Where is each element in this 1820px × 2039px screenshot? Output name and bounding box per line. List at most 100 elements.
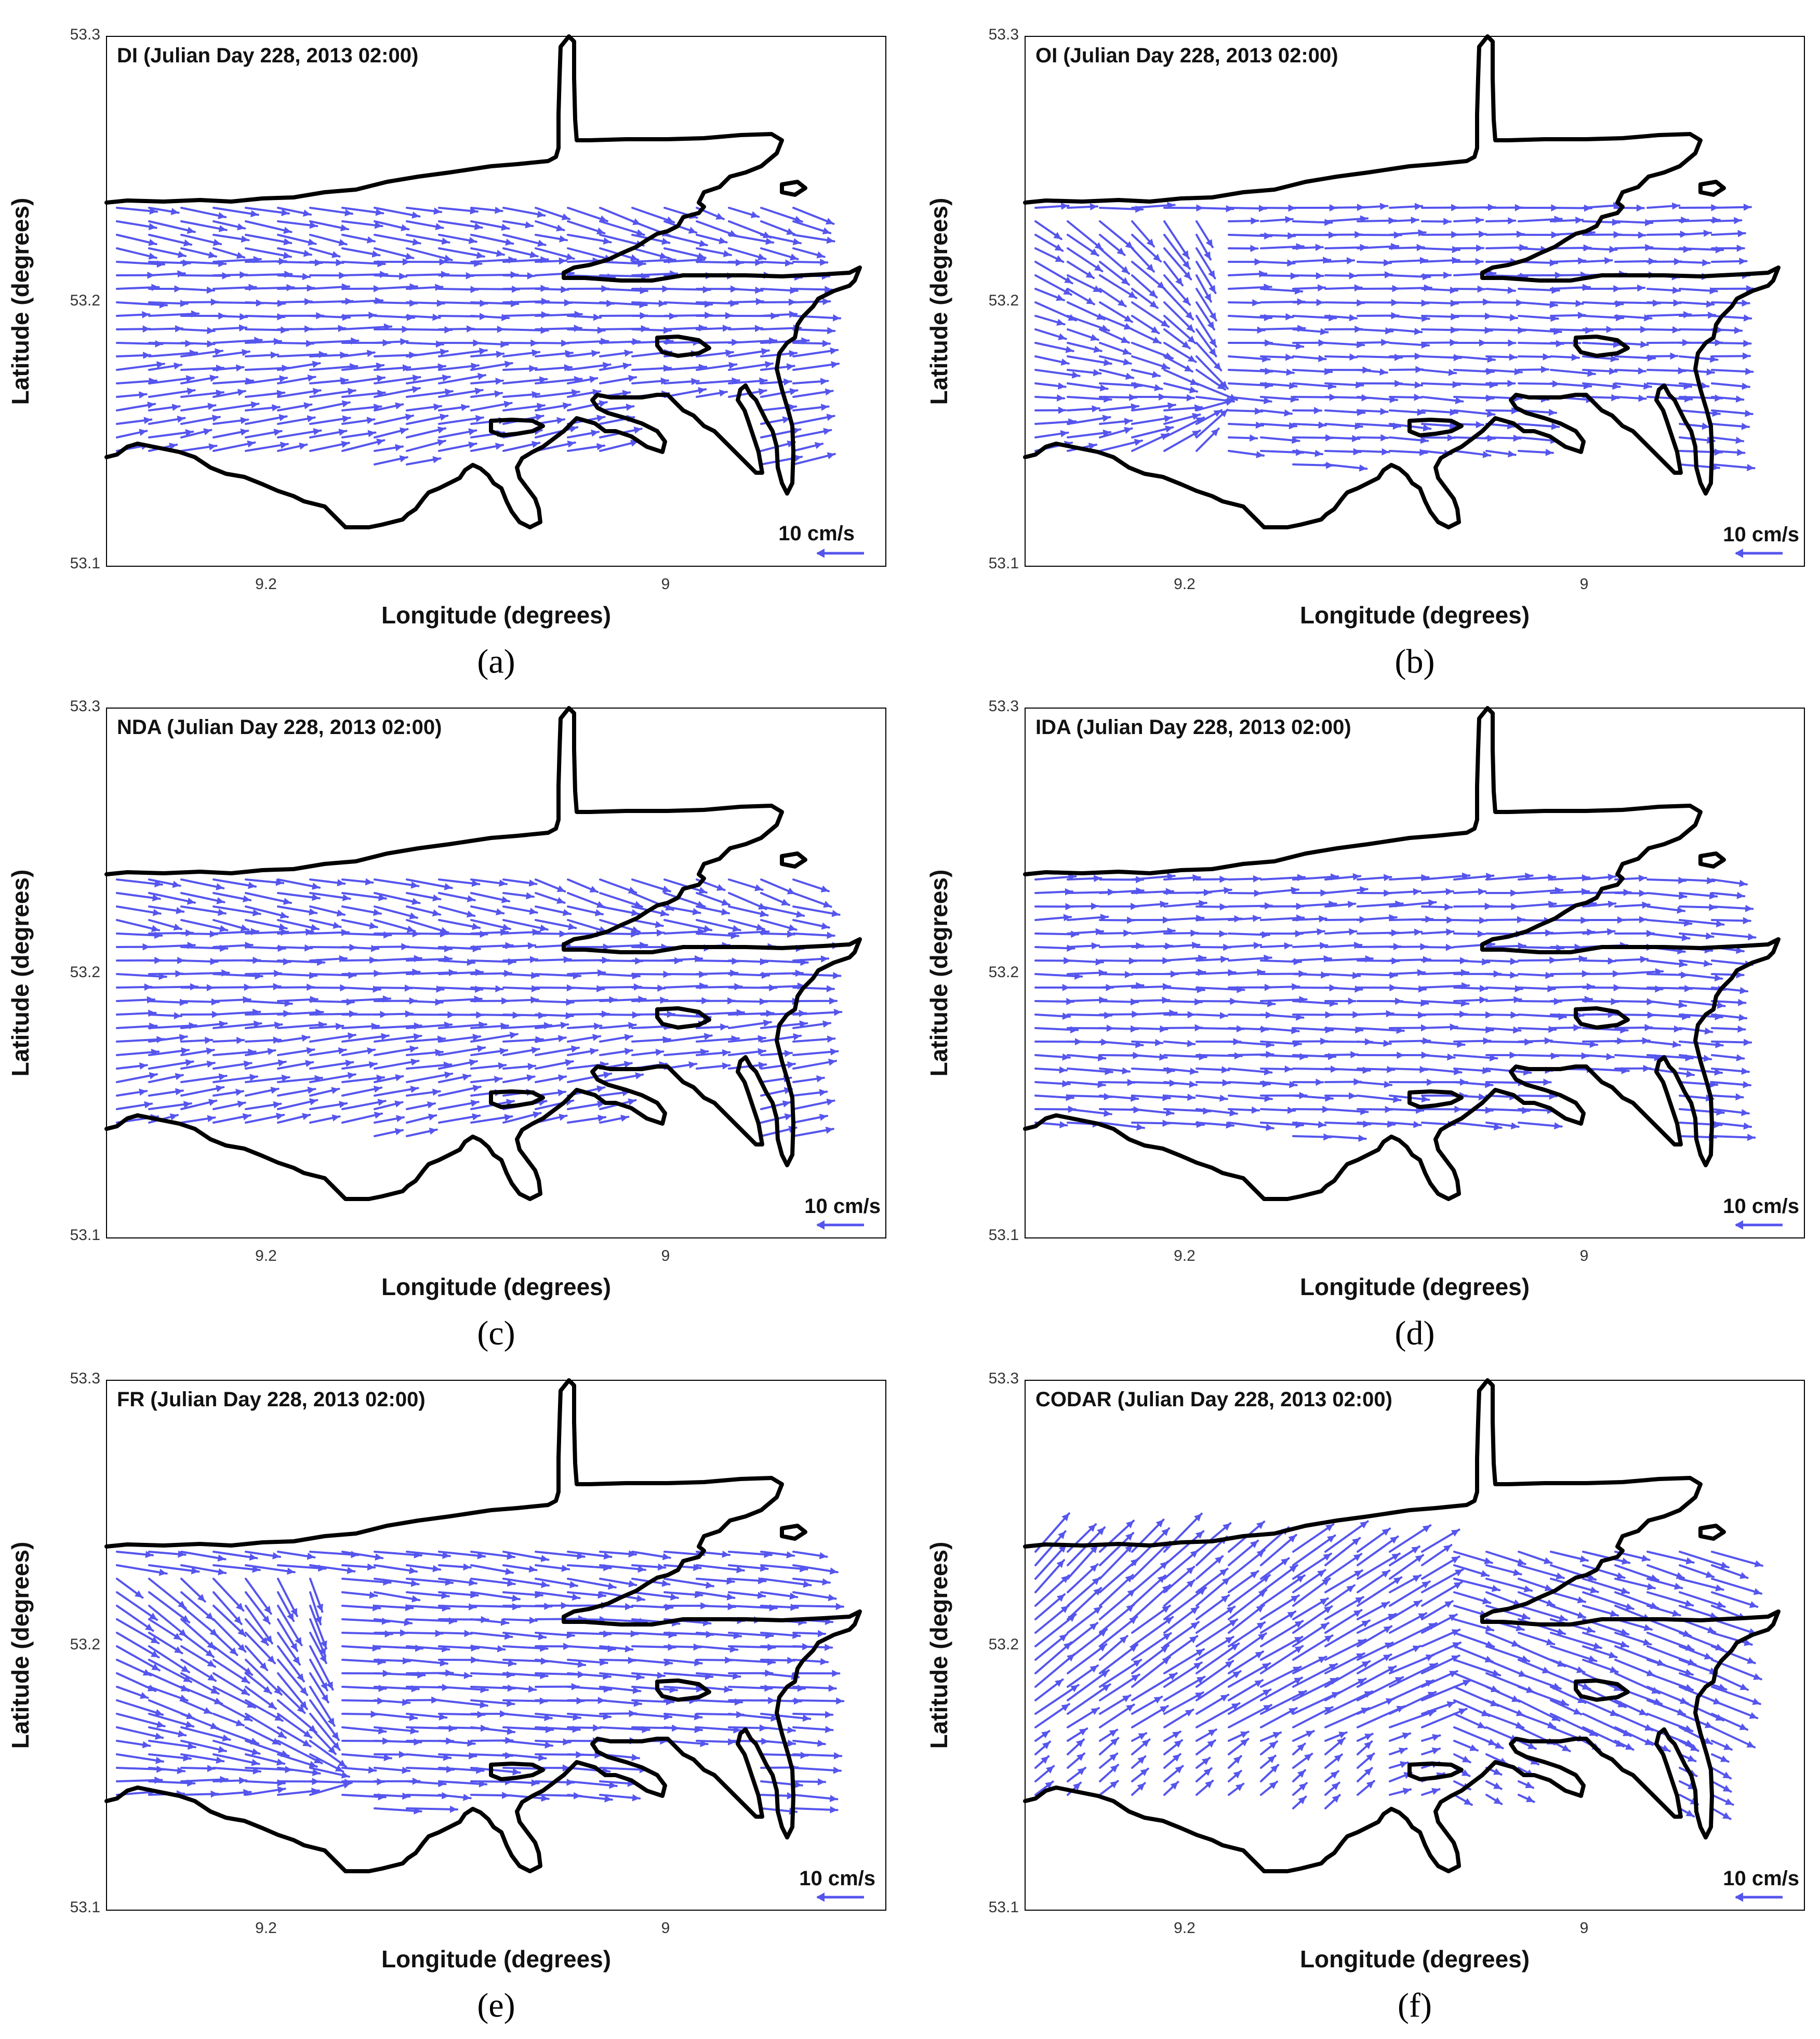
vector-arrowhead xyxy=(1320,328,1328,336)
scale-bar: 10 cm/s xyxy=(804,1195,881,1230)
vector-arrowhead xyxy=(1734,217,1742,224)
vector-arrow xyxy=(728,1713,779,1720)
vector-arrowhead xyxy=(1102,429,1111,437)
vector-arrowhead xyxy=(1493,1782,1502,1789)
vector-arrowhead xyxy=(240,924,249,931)
vector-arrowhead xyxy=(1121,277,1129,285)
vector-arrowhead xyxy=(1446,916,1454,924)
vector-arrowhead xyxy=(1220,955,1228,963)
vector-arrowhead xyxy=(149,1612,157,1620)
vector-arrowhead xyxy=(1094,874,1101,882)
vector-arrowhead xyxy=(829,1795,838,1802)
vector-arrowhead xyxy=(276,1758,285,1766)
vector-arrowhead xyxy=(1207,1740,1215,1748)
vector-arrowhead xyxy=(280,442,288,449)
vector-arrowhead xyxy=(1509,353,1517,361)
vector-arrow xyxy=(1228,1688,1272,1715)
vector-arrowhead xyxy=(825,1726,833,1734)
vector-arrowhead xyxy=(319,1647,326,1656)
vector-arrowhead xyxy=(151,1650,159,1658)
vector-arrowhead xyxy=(1125,1545,1133,1553)
vector-arrowhead xyxy=(1714,974,1722,982)
vector-arrowhead xyxy=(758,1061,766,1069)
vector-arrowhead xyxy=(1153,254,1161,262)
vector-arrow xyxy=(277,1645,305,1683)
vector-arrowhead xyxy=(1749,1712,1758,1719)
vector-arrowhead xyxy=(1742,299,1749,307)
vector-arrowhead xyxy=(304,298,312,305)
vector-arrowhead xyxy=(786,363,794,370)
vector-arrowhead xyxy=(1129,1645,1138,1652)
vector-arrowhead xyxy=(1610,1610,1618,1617)
vector-arrowhead xyxy=(1137,1783,1145,1791)
vector-arrowhead xyxy=(1684,1669,1693,1676)
vector-arrowhead xyxy=(1735,436,1744,444)
vector-arrow xyxy=(1163,1108,1212,1113)
vector-arrow xyxy=(696,1699,743,1703)
vector-arrowhead xyxy=(207,1115,215,1123)
vector-arrowhead xyxy=(1610,355,1618,363)
vector-arrow xyxy=(1711,1578,1763,1595)
panel-letter: (b) xyxy=(1395,643,1435,681)
vector-arrowhead xyxy=(1204,293,1211,302)
vector-arrowhead xyxy=(143,417,152,424)
vector-arrowhead xyxy=(507,1552,515,1560)
vector-arrowhead xyxy=(1061,1513,1069,1522)
vector-arrow xyxy=(148,377,195,384)
vector-arrow xyxy=(309,1740,348,1768)
x-tick-label: 9.2 xyxy=(1174,1247,1195,1264)
vector-arrowhead xyxy=(480,1701,487,1709)
vector-arrowhead xyxy=(538,1754,546,1762)
vector-arrowhead xyxy=(237,1644,246,1652)
vector-arrowhead xyxy=(1102,415,1110,422)
vector-arrowhead xyxy=(1722,1771,1731,1779)
vector-arrow xyxy=(631,1632,677,1636)
vector-arrowhead xyxy=(631,1754,639,1761)
vector-arrowhead xyxy=(532,928,540,936)
vector-arrowhead xyxy=(531,1779,539,1787)
vector-arrow xyxy=(1711,1699,1759,1720)
vector-arrow xyxy=(212,1618,247,1653)
vector-arrowhead xyxy=(207,340,215,348)
vector-arrowhead xyxy=(1123,323,1132,330)
vector-arrow xyxy=(1067,355,1112,365)
vector-arrowhead xyxy=(1444,903,1452,911)
vector-arrowhead xyxy=(208,1099,217,1106)
vector-arrowhead xyxy=(260,1637,268,1645)
vector-arrowhead xyxy=(251,1748,260,1755)
y-axis-label: Latitude (degrees) xyxy=(7,1542,34,1749)
vector-arrowhead xyxy=(1136,1123,1144,1131)
vector-arrowhead xyxy=(1127,1589,1135,1597)
vector-arrowhead xyxy=(1384,1643,1393,1649)
vector-arrowhead xyxy=(1575,216,1583,224)
vector-arrow xyxy=(277,353,327,357)
vector-arrowhead xyxy=(494,1075,502,1083)
vector-arrowhead xyxy=(197,1594,205,1602)
vector-arrow xyxy=(309,1605,327,1650)
vector-arrowhead xyxy=(1625,1743,1633,1750)
vector-arrowhead xyxy=(1541,366,1549,374)
vector-arrowhead xyxy=(527,942,536,950)
vector-arrow xyxy=(148,944,196,948)
vector-arrow xyxy=(1518,1686,1569,1706)
vector-arrow xyxy=(212,973,263,978)
vector-arrowhead xyxy=(1703,230,1711,237)
vector-arrowhead xyxy=(1662,1744,1670,1752)
vector-arrow xyxy=(1421,971,1470,975)
vector-arrow xyxy=(1679,1591,1726,1608)
vector-arrowhead xyxy=(632,1794,640,1802)
vector-arrowhead xyxy=(566,253,574,260)
vector-arrow xyxy=(245,1605,273,1645)
vector-arrowhead xyxy=(625,1645,633,1652)
vector-arrowhead xyxy=(1063,914,1071,922)
vector-arrowhead xyxy=(1091,942,1099,950)
vector-arrowhead xyxy=(441,1592,449,1600)
vector-arrowhead xyxy=(1361,1708,1369,1714)
vector-arrowhead xyxy=(1573,1024,1581,1032)
vector-arrowhead xyxy=(788,404,796,411)
vector-arrow xyxy=(116,1632,160,1659)
vector-arrowhead xyxy=(277,1730,286,1738)
vector-arrowhead xyxy=(1383,1654,1391,1661)
vector-arrowhead xyxy=(445,388,453,396)
vector-arrowhead xyxy=(715,212,724,220)
